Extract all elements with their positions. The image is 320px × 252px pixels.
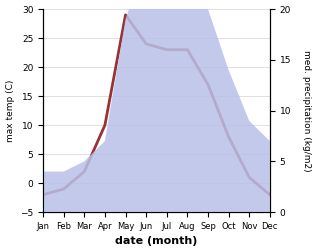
Y-axis label: max temp (C): max temp (C) <box>5 79 14 142</box>
X-axis label: date (month): date (month) <box>115 236 198 246</box>
Y-axis label: med. precipitation (kg/m2): med. precipitation (kg/m2) <box>302 50 311 171</box>
